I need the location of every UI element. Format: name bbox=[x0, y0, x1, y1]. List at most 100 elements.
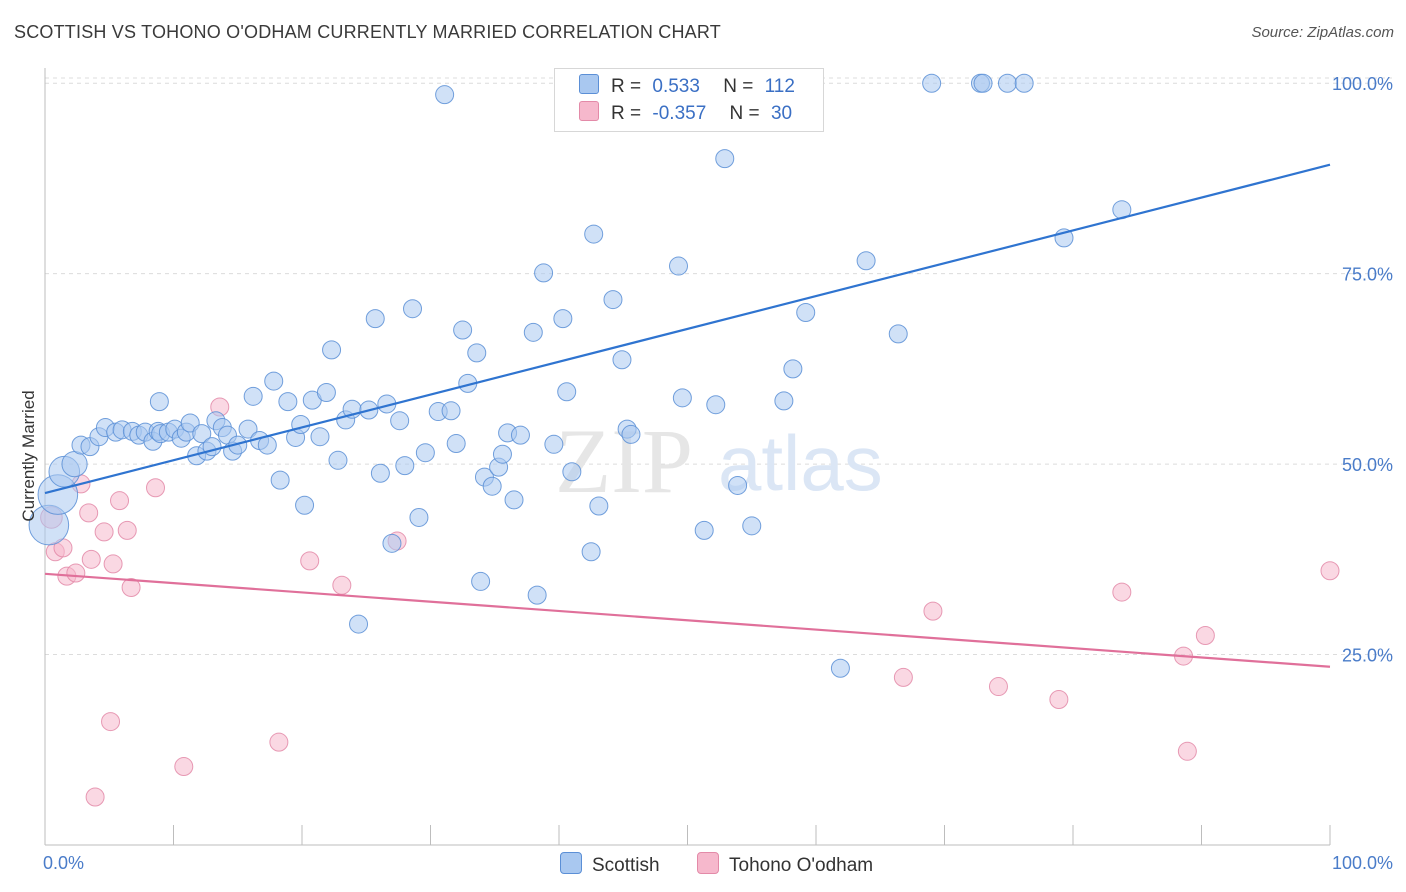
tohono-point bbox=[332, 575, 352, 595]
scottish-point bbox=[830, 658, 850, 678]
scottish-point bbox=[403, 299, 423, 319]
y-tick-label: 100.0% bbox=[1332, 74, 1393, 94]
chart-title: SCOTTISH VS TOHONO O'ODHAM CURRENTLY MAR… bbox=[14, 22, 721, 42]
scottish-point bbox=[888, 324, 908, 344]
scottish-point bbox=[482, 476, 502, 496]
scottish-point bbox=[728, 475, 748, 495]
tohono-point bbox=[923, 601, 943, 621]
legend-r-value: -0.357 bbox=[652, 103, 707, 124]
tohono-trend-line bbox=[44, 572, 1331, 668]
bottom-swatch-scottish bbox=[560, 852, 582, 874]
scottish-point bbox=[510, 425, 530, 445]
y-tick-label: 50.0% bbox=[1342, 455, 1393, 475]
bottom-legend-scottish: Scottish bbox=[560, 852, 660, 877]
scottish-point bbox=[328, 450, 348, 470]
scottish-point bbox=[774, 391, 794, 411]
tohono-point bbox=[1177, 741, 1197, 761]
tohono-point bbox=[101, 712, 121, 732]
scottish-point bbox=[706, 395, 726, 415]
tick-labels: 25.0% 50.0% 75.0% 100.0% 0.0% 100.0% bbox=[43, 74, 1393, 873]
scottish-point bbox=[527, 585, 547, 605]
scottish-point bbox=[603, 290, 623, 310]
scottish-point bbox=[192, 424, 212, 444]
axes bbox=[44, 68, 1331, 846]
x-tick-label: 100.0% bbox=[1332, 853, 1393, 873]
scottish-point bbox=[997, 73, 1017, 93]
scottish-point bbox=[390, 411, 410, 431]
legend-row-scottish: R = 0.533 N = 112 bbox=[579, 74, 795, 100]
tohono-point bbox=[110, 491, 130, 511]
scottish-point bbox=[243, 386, 263, 406]
tohono-point bbox=[85, 787, 105, 807]
legend-n-value: 30 bbox=[770, 103, 793, 124]
scottish-point bbox=[278, 392, 298, 412]
scottish-point bbox=[672, 388, 692, 408]
scottish-point bbox=[669, 256, 689, 276]
tohono-point bbox=[1195, 626, 1215, 646]
scottish-point bbox=[270, 470, 290, 490]
legend-r-label: R = bbox=[611, 76, 642, 97]
watermark-atlas: atlas bbox=[718, 419, 883, 507]
tohono-point bbox=[893, 667, 913, 687]
scottish-point bbox=[783, 359, 803, 379]
scottish-point bbox=[534, 263, 554, 283]
scottish-point bbox=[441, 401, 461, 421]
legend-n-label: N = bbox=[723, 76, 754, 97]
legend: R = 0.533 N = 112 R = -0.357 N = 30 bbox=[554, 68, 824, 132]
scottish-point bbox=[612, 350, 632, 370]
tohono-point bbox=[174, 757, 194, 777]
scottish-point bbox=[295, 495, 315, 515]
scottish-point bbox=[621, 424, 641, 444]
scottish-point bbox=[589, 496, 609, 516]
scottish-point bbox=[504, 490, 524, 510]
tohono-point bbox=[94, 522, 114, 542]
scottish-point bbox=[238, 419, 258, 439]
scottish-point bbox=[523, 322, 543, 342]
tohono-point bbox=[121, 578, 141, 598]
scottish-point bbox=[584, 224, 604, 244]
scottish-point bbox=[581, 542, 601, 562]
scottish-points bbox=[28, 73, 1132, 678]
scottish-point bbox=[694, 520, 714, 540]
scottish-point bbox=[562, 462, 582, 482]
scottish-point bbox=[415, 443, 435, 463]
scottish-point bbox=[471, 571, 491, 591]
scottish-point bbox=[973, 73, 993, 93]
tohono-point bbox=[300, 551, 320, 571]
scottish-point bbox=[149, 392, 169, 412]
tohono-point bbox=[1320, 561, 1340, 581]
scottish-point bbox=[370, 463, 390, 483]
scottish-point bbox=[435, 85, 455, 105]
scottish-point bbox=[310, 427, 330, 447]
scottish-point bbox=[349, 614, 369, 634]
bottom-legend-label: Tohono O'odham bbox=[729, 855, 874, 876]
legend-r-label: R = bbox=[611, 103, 642, 124]
chart-source: Source: ZipAtlas.com bbox=[1251, 24, 1394, 41]
y-axis-label: Currently Married bbox=[19, 390, 38, 521]
scottish-point bbox=[1014, 73, 1034, 93]
scottish-point bbox=[446, 434, 466, 454]
scottish-point bbox=[264, 371, 284, 391]
scottish-point bbox=[544, 434, 564, 454]
bottom-legend-tohono: Tohono O'odham bbox=[697, 852, 873, 877]
scottish-point bbox=[316, 383, 336, 403]
tohono-point bbox=[117, 520, 137, 540]
tohono-point bbox=[81, 549, 101, 569]
tohono-point bbox=[269, 732, 289, 752]
bottom-swatch-tohono bbox=[697, 852, 719, 874]
scottish-point bbox=[922, 73, 942, 93]
scottish-point bbox=[553, 309, 573, 329]
scottish-point bbox=[291, 415, 311, 435]
scottish-point bbox=[395, 456, 415, 476]
scottish-point bbox=[557, 382, 577, 402]
tohono-point bbox=[103, 554, 123, 574]
legend-row-tohono: R = -0.357 N = 30 bbox=[579, 101, 792, 127]
scottish-point bbox=[382, 533, 402, 553]
scottish-point bbox=[715, 149, 735, 169]
scottish-point bbox=[492, 444, 512, 464]
trend-lines bbox=[44, 163, 1331, 668]
legend-n-value: 112 bbox=[764, 76, 795, 97]
legend-swatch-scottish bbox=[579, 74, 599, 94]
scottish-point bbox=[467, 343, 487, 363]
